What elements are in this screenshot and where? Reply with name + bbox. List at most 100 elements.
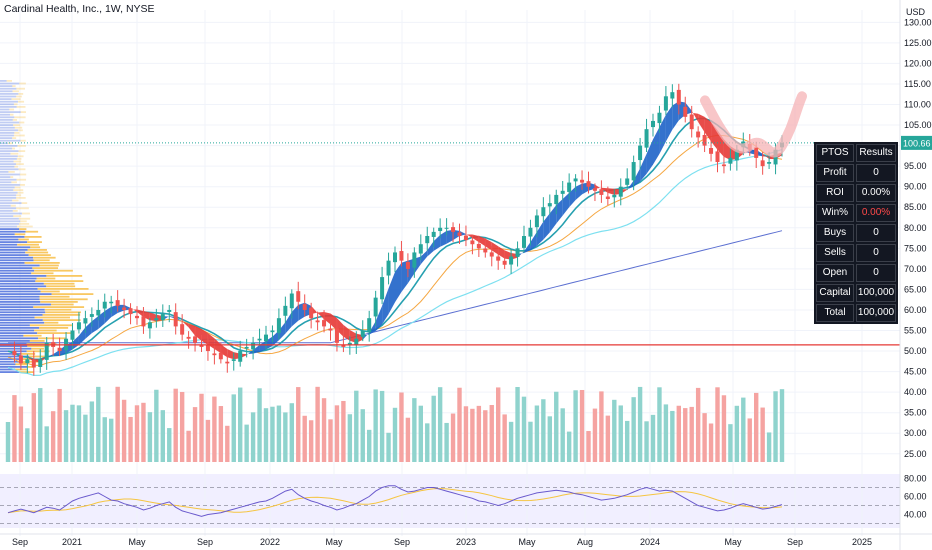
candle-body [470,240,475,245]
ptos-row-total: Total 100,000 [816,304,896,322]
volume-profile-bar [34,316,71,319]
trend-ribbon-segment [91,316,99,334]
candle-body [451,227,456,232]
volume-bar [470,408,475,462]
volume-profile-bar [20,353,36,355]
moving-average-100-line [7,148,783,377]
volume-bar [508,421,514,462]
volume-profile-bar [30,246,41,249]
ptos-row-buys: Buys 0 [816,224,896,242]
volume-profile-bar [0,345,28,347]
trend-ribbon-segment [111,304,118,318]
candle-body [141,316,146,327]
volume-profile-bar [16,95,22,98]
candle-body [483,248,488,253]
candle-body [186,336,191,339]
volume-bar [392,407,398,462]
volume-bar [31,393,36,462]
volume-bar [670,410,675,462]
candle-body [683,106,688,117]
candle-body [760,160,765,167]
volume-bar [515,386,520,462]
volume-bar [650,414,656,462]
candle-body [592,188,597,191]
volume-profile-bar [10,204,16,207]
candle-body [586,181,591,187]
candle-body [18,355,23,364]
volume-profile-bar [16,178,27,181]
volume-bar [496,387,501,462]
price-axis-tick-label: 35.00 [904,408,927,418]
candle-body [709,148,714,154]
volume-profile-bar [14,233,26,236]
trend-ribbon-segment [137,309,144,318]
volume-bar [766,432,772,462]
volume-profile-bar [13,103,18,106]
volume-bar [683,408,688,462]
price-axis-tick-label: 65.00 [904,284,927,294]
candle-body [489,252,494,257]
trend-ribbon-segment [246,350,254,356]
candle-body [509,256,514,265]
volume-bar [554,391,559,462]
candle-body [251,342,256,350]
volume-bar [115,386,120,462]
candle-body [257,338,262,341]
volume-profile-bar [0,225,17,228]
volume-profile-bar [12,137,17,139]
volume-profile-bar [8,171,15,173]
volume-profile-bar [11,181,17,184]
trend-ribbon-segment [491,242,499,255]
volume-profile-bar [0,152,11,155]
volume-bar [83,414,88,462]
volume-profile-bar [0,243,18,246]
candle-body [618,186,623,197]
trend-ribbon-segment [536,221,544,246]
volume-profile-bar [0,251,26,254]
price-axis-tick-label: 30.00 [904,428,927,438]
volume-profile-bar [16,207,29,210]
trend-ribbon-segment [640,153,647,182]
volume-profile-bar [0,191,18,194]
volume-profile-bar [17,243,39,246]
candle-body [405,261,410,269]
candle-body [31,359,36,368]
volume-bar [360,409,365,462]
price-axis-tick-label: 40.00 [904,387,927,397]
volume-bar [721,395,727,462]
volume-bar [476,405,482,462]
candle-body [528,227,533,237]
volume-profile-bar [0,314,43,316]
volume-profile-bar [50,303,74,306]
candle-body [554,194,559,205]
volume-profile-bar [20,220,27,223]
volume-profile-bar [10,152,19,155]
trend-ribbon-segment [253,344,260,354]
trend-ribbon-segment [227,349,234,360]
volume-profile-bar [19,223,30,225]
volume-profile-bar [37,332,72,334]
volume-profile-bar [43,282,75,285]
candle-body [663,96,668,111]
volume-bar [405,417,411,462]
volume-bar [289,403,294,462]
volume-bar [121,399,127,462]
candle-body [496,256,501,261]
volume-bar [528,421,533,462]
volume-profile-bar [0,113,11,116]
volume-profile-bar [13,134,25,137]
volume-profile-bar [0,215,14,217]
trend-ribbon-segment [388,271,395,315]
volume-profile-bar [44,321,59,324]
volume-profile-bar [0,236,25,238]
volume-profile-bar [39,298,88,301]
trend-ribbon-segment [98,310,105,329]
volume-profile-bar [0,147,12,150]
trend-ribbon-segment [524,242,531,253]
candle-body [302,304,307,310]
volume-profile-bar [0,363,16,366]
currency-label: USD [906,7,926,17]
chart-title: Cardinal Health, Inc., 1W, NYSE [4,3,155,15]
ptos-value: 0 [856,264,896,282]
